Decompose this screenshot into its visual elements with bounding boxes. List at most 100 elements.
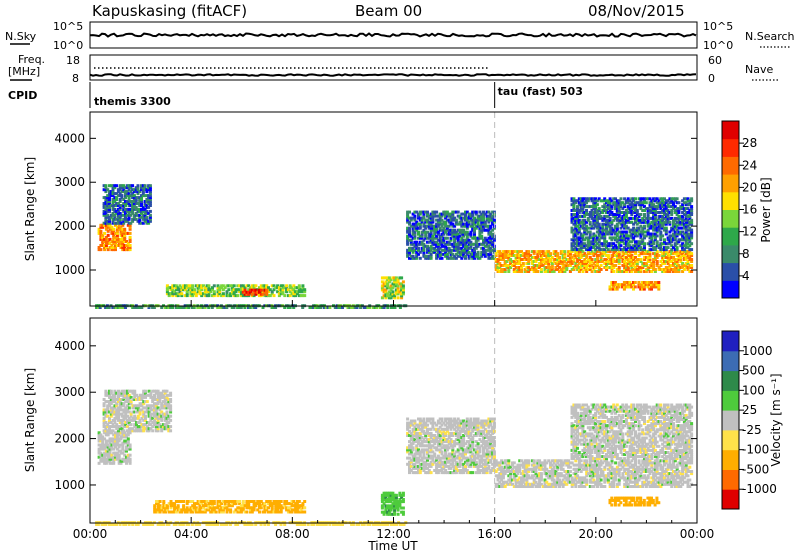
- heatmap-cell: [258, 286, 261, 290]
- heatmap-cell: [668, 266, 672, 269]
- heatmap-cell: [581, 254, 585, 257]
- heatmap-cell: [165, 288, 169, 292]
- heatmap-cell: [106, 453, 110, 457]
- heatmap-cell: [574, 220, 578, 224]
- heatmap-cell: [503, 260, 507, 263]
- heatmap-cell: [482, 212, 485, 216]
- heatmap-cell: [180, 508, 184, 512]
- heatmap-cell: [622, 287, 626, 291]
- heatmap-cell: [489, 246, 493, 250]
- heatmap-cell: [353, 306, 357, 309]
- heatmap-cell: [126, 439, 130, 443]
- heatmap-cell: [110, 246, 114, 249]
- heatmap-cell: [247, 506, 251, 510]
- heatmap-cell: [603, 205, 607, 209]
- heatmap-cell: [126, 410, 129, 414]
- heatmap-cell: [142, 423, 146, 427]
- heatmap-cell: [496, 268, 500, 271]
- heatmap-cell: [163, 406, 167, 410]
- heatmap-cell: [599, 230, 603, 234]
- heatmap-cell: [585, 244, 588, 248]
- heatmap-cell: [617, 242, 621, 246]
- heatmap-cell: [401, 288, 405, 292]
- heatmap-cell: [614, 246, 617, 250]
- heatmap-cell: [514, 254, 518, 257]
- heatmap-cell: [648, 216, 652, 220]
- heatmap-cell: [668, 197, 672, 201]
- heatmap-cell: [487, 220, 491, 224]
- heatmap-cell: [265, 290, 269, 294]
- heatmap-cell: [198, 523, 202, 526]
- heatmap-cell: [673, 232, 677, 236]
- heatmap-cell: [558, 258, 561, 261]
- heatmap-cell: [190, 306, 194, 309]
- heatmap-cell: [690, 213, 694, 216]
- heatmap-cell: [556, 258, 560, 261]
- heatmap-cell: [116, 215, 120, 219]
- heatmap-cell: [675, 197, 679, 201]
- heatmap-cell: [140, 194, 143, 198]
- heatmap-cell: [635, 248, 639, 252]
- heatmap-cell: [460, 220, 464, 224]
- heatmap-cell: [610, 258, 614, 261]
- heatmap-cell: [465, 250, 469, 254]
- heatmap-cell: [276, 504, 280, 508]
- heatmap-cell: [637, 268, 641, 271]
- heatmap-cell: [116, 217, 120, 221]
- heatmap-cell: [169, 429, 173, 433]
- heatmap-cell: [112, 433, 116, 437]
- heatmap-cell: [368, 306, 372, 309]
- heatmap-cell: [133, 410, 137, 414]
- heatmap-cell: [623, 248, 627, 252]
- heatmap-cell: [313, 306, 317, 309]
- heatmap-cell: [666, 218, 670, 222]
- heatmap-cell: [109, 429, 113, 433]
- heatmap-cell: [633, 285, 637, 289]
- heatmap-cell: [108, 221, 111, 225]
- heatmap-cell: [606, 211, 610, 214]
- heatmap-cell: [285, 284, 289, 288]
- heatmap-cell: [559, 250, 563, 254]
- heatmap-cell: [454, 220, 458, 224]
- heatmap-cell: [639, 283, 643, 287]
- heatmap-cell: [644, 252, 648, 256]
- heatmap-cell: [110, 457, 114, 461]
- heatmap-cell: [106, 242, 110, 245]
- heatmap-cell: [465, 252, 469, 256]
- heatmap-cell: [154, 402, 158, 406]
- heatmap-cell: [592, 262, 596, 265]
- heatmap-cell: [153, 504, 157, 508]
- heatmap-cell: [232, 500, 236, 503]
- heatmap-cell: [577, 230, 581, 234]
- heatmap-cell: [109, 410, 113, 414]
- heatmap-cell: [559, 252, 563, 256]
- heatmap-cell: [123, 453, 127, 457]
- heatmap-cell: [605, 268, 609, 271]
- heatmap-cell: [552, 250, 556, 254]
- heatmap-cell: [601, 244, 605, 248]
- heatmap-cell: [624, 213, 628, 216]
- heatmap-cell: [643, 246, 646, 250]
- heatmap-cell: [581, 222, 585, 226]
- heatmap-cell: [460, 228, 464, 232]
- heatmap-cell: [433, 226, 437, 230]
- heatmap-cell: [585, 224, 588, 228]
- heatmap-cell: [617, 199, 621, 203]
- heatmap-cell: [626, 197, 630, 201]
- heatmap-cell: [444, 244, 448, 248]
- heatmap-cell: [272, 294, 276, 298]
- heatmap-cell: [653, 205, 657, 209]
- heatmap-cell: [113, 404, 117, 408]
- heatmap-cell: [606, 232, 610, 236]
- heatmap-cell: [103, 453, 107, 457]
- heatmap-cell: [238, 510, 242, 514]
- heatmap-cell: [415, 250, 419, 254]
- heatmap-cell: [659, 226, 663, 230]
- heatmap-cell: [417, 230, 420, 234]
- heatmap-cell: [96, 523, 100, 526]
- heatmap-cell: [586, 240, 590, 244]
- heatmap-cell: [639, 234, 643, 238]
- heatmap-cell: [252, 286, 256, 290]
- heatmap-cell: [252, 508, 256, 512]
- heatmap-cell: [467, 254, 471, 258]
